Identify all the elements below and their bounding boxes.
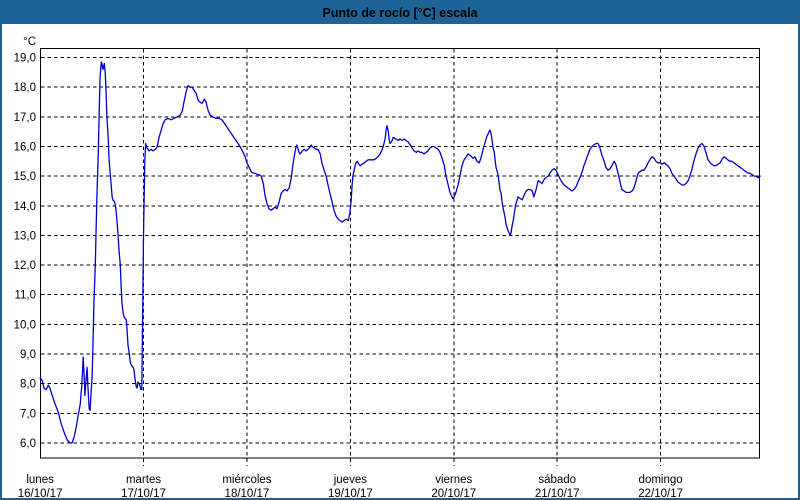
date-label: 18/10/17 <box>225 488 270 500</box>
y-gridlines <box>41 57 759 444</box>
y-tick-label: 16,0 <box>14 141 36 153</box>
y-tick-label: 12,0 <box>14 260 36 272</box>
x-day-label: jueves 19/10/17 <box>328 474 373 500</box>
y-tick-label: 11,0 <box>14 290 36 302</box>
y-tick-label: 18,0 <box>14 82 36 94</box>
date-label: 22/10/17 <box>638 488 683 500</box>
weekday-label: sábado <box>538 474 576 486</box>
weekday-label: lunes <box>26 474 54 486</box>
y-tick-label: 13,0 <box>14 230 36 242</box>
y-tick-label: 17,0 <box>14 112 36 124</box>
y-tick-labels: 19,0 18,0 17,0 16,0 15,0 14,0 13,0 12,0 11,0 10,0… <box>14 53 36 450</box>
y-tick-label: 6,0 <box>20 438 36 450</box>
dewpoint-series-line <box>39 61 761 444</box>
y-tick-label: 8,0 <box>20 379 36 391</box>
plot-area <box>40 48 760 459</box>
date-label: 19/10/17 <box>328 488 373 500</box>
weekday-label: jueves <box>333 474 367 486</box>
date-label: 17/10/17 <box>121 488 166 500</box>
y-tick-label: 7,0 <box>20 408 36 420</box>
x-day-label: domingo 22/10/17 <box>638 474 683 500</box>
weekday-label: martes <box>126 474 161 486</box>
y-tick-label: 19,0 <box>14 53 36 65</box>
weekday-label: miércoles <box>222 474 271 486</box>
x-day-label: sábado 21/10/17 <box>535 474 580 500</box>
x-day-label: lunes 16/10/17 <box>18 474 63 500</box>
y-axis-unit-label: °C <box>23 36 36 48</box>
weekday-label: viernes <box>435 474 472 486</box>
date-label: 21/10/17 <box>535 488 580 500</box>
y-tick-label: 14,0 <box>14 201 36 213</box>
x-day-label: martes 17/10/17 <box>121 474 166 500</box>
y-tick-label: 9,0 <box>20 349 36 361</box>
chart-title: Punto de rocío [°C] escala <box>322 6 478 20</box>
x-day-label: miércoles 18/10/17 <box>222 474 271 500</box>
x-day-labels: lunes 16/10/17 martes 17/10/17 miércoles 18/1… <box>18 474 683 500</box>
date-label: 16/10/17 <box>18 488 63 500</box>
x-day-label: viernes 20/10/17 <box>431 474 476 500</box>
date-label: 20/10/17 <box>431 488 476 500</box>
title-bar <box>0 0 800 24</box>
y-tick-label: 15,0 <box>14 171 36 183</box>
weekday-label: domingo <box>639 474 683 486</box>
y-tick-label: 10,0 <box>14 319 36 331</box>
